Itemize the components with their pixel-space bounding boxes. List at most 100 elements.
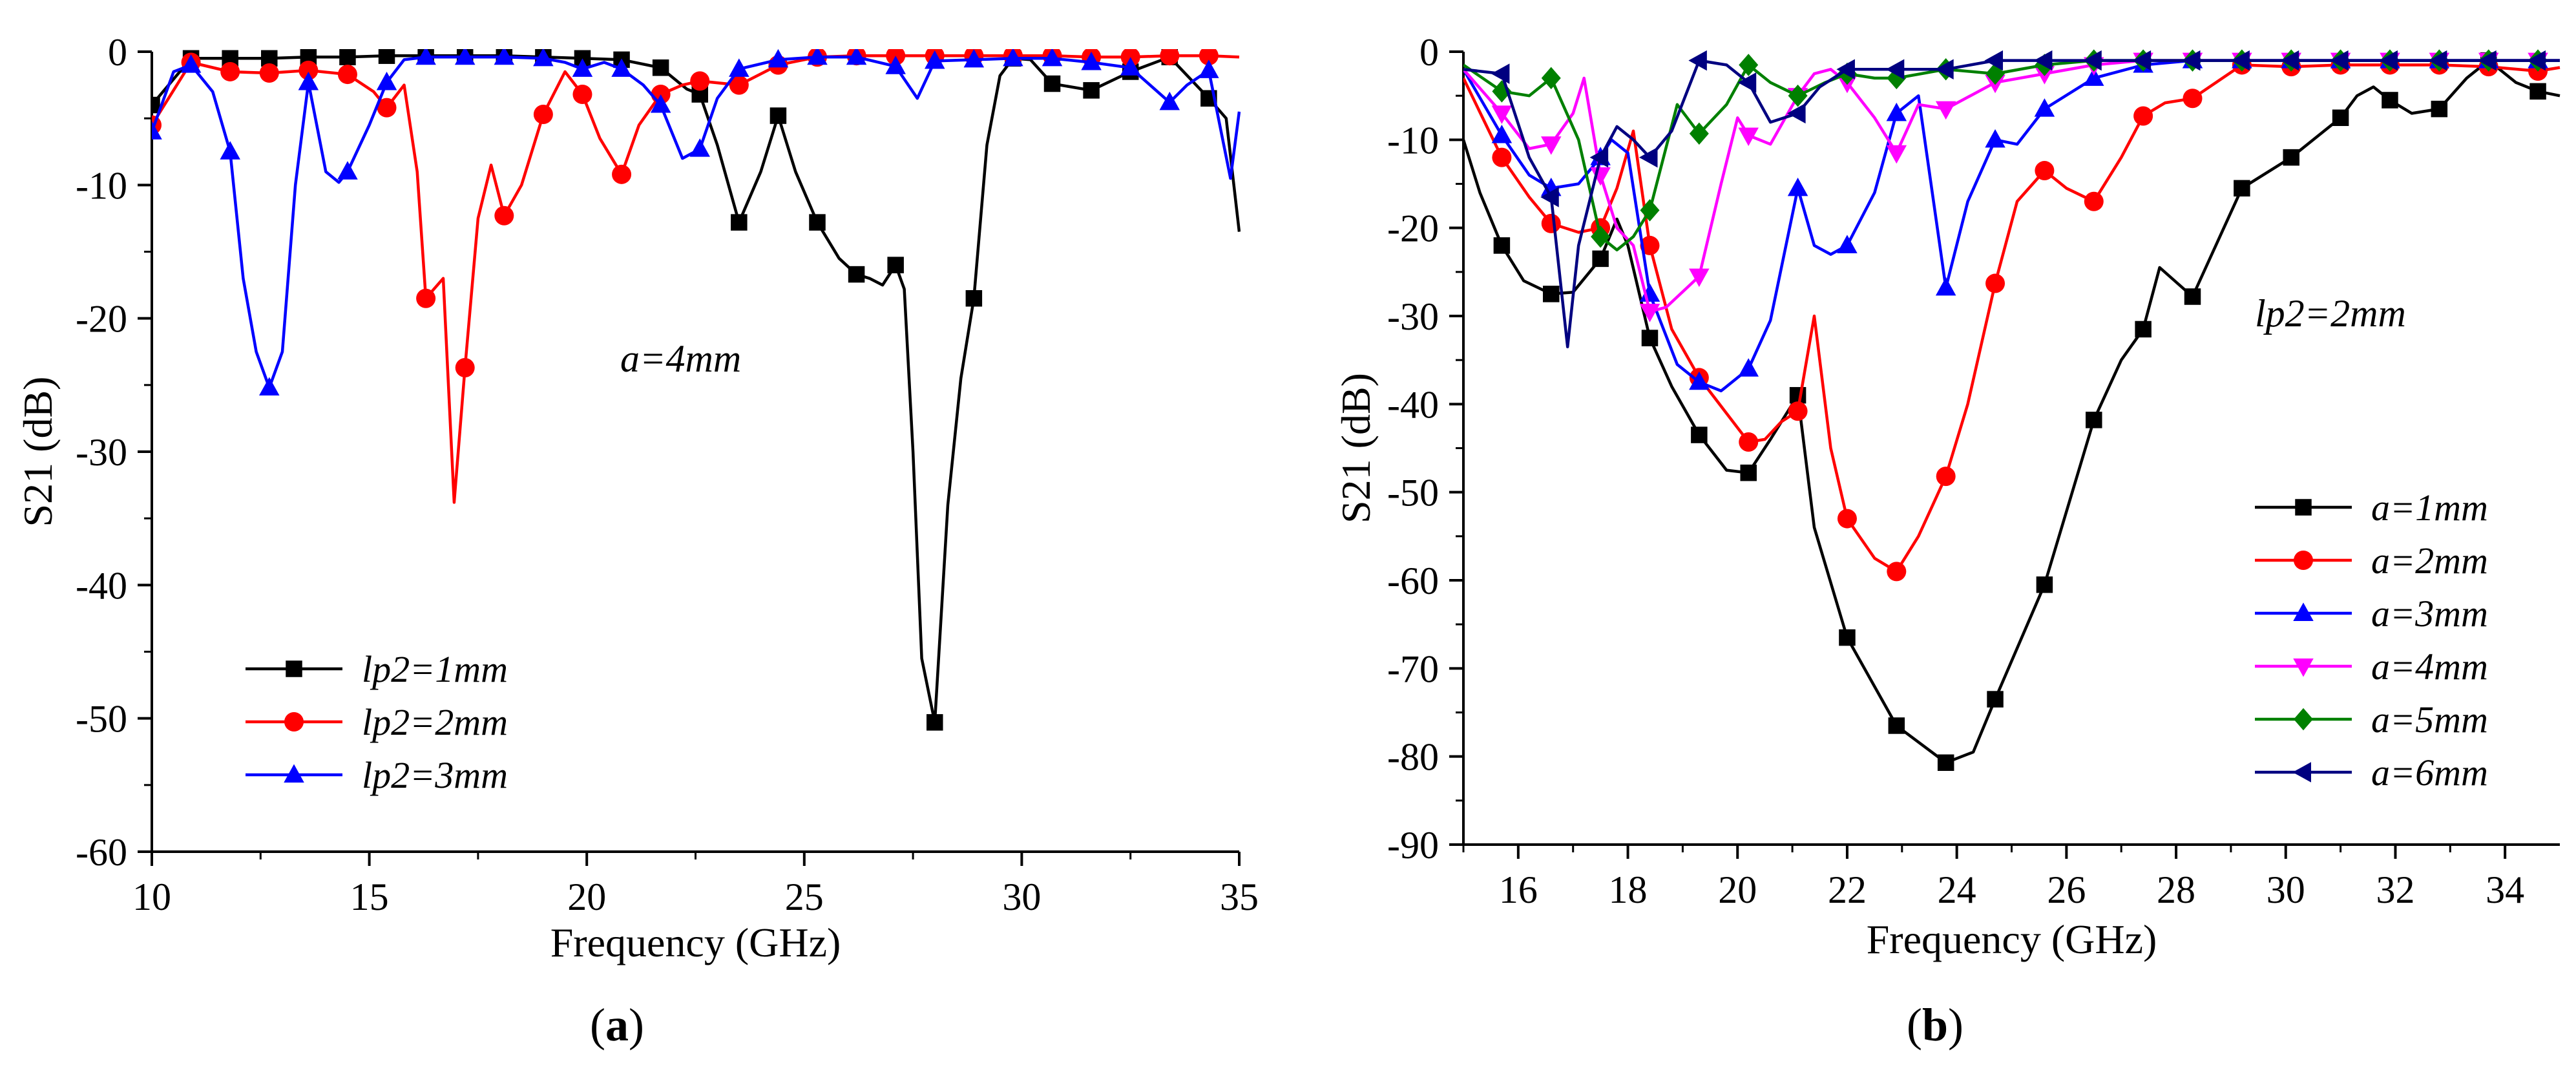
legend: a=1mm a=2mm a=3mm a=4mm a=5mm a=6mm (2255, 487, 2488, 794)
series-line (1463, 59, 2560, 348)
data-point (378, 49, 395, 64)
x-tick-label: 10 (132, 876, 171, 918)
data-point (1936, 467, 1956, 487)
data-point (416, 288, 436, 308)
legend-item: lp2=2mm (246, 701, 508, 743)
data-point (152, 96, 160, 114)
y-axis-label: S21 (dB) (15, 377, 61, 527)
data-point (611, 58, 632, 77)
data-point (2280, 50, 2299, 71)
plot-area (152, 49, 1241, 731)
data-point (1739, 54, 1759, 76)
data-point (1738, 127, 1759, 147)
data-point (259, 377, 280, 395)
data-point (1640, 235, 1660, 255)
data-point (533, 49, 554, 67)
data-point (1739, 432, 1759, 452)
x-tick-label: 30 (1002, 876, 1041, 918)
data-point (1837, 235, 1858, 253)
series-a=1mm (1463, 52, 2560, 771)
data-point (887, 257, 904, 273)
data-point (298, 60, 319, 80)
legend-label: lp2=1mm (362, 648, 508, 690)
data-point (1886, 102, 1907, 121)
y-axis-label: S21 (dB) (1333, 373, 1379, 523)
y-tick-label: -80 (1387, 736, 1439, 779)
x-tick-label: 25 (785, 876, 824, 918)
legend-marker (2293, 658, 2314, 677)
data-point (731, 214, 748, 231)
data-point (2033, 50, 2053, 71)
data-point (376, 71, 397, 90)
data-point (1639, 147, 1658, 168)
data-point (689, 138, 710, 157)
data-point (377, 98, 397, 118)
data-point (2527, 50, 2546, 71)
data-point (1935, 101, 1956, 120)
legend-marker (284, 764, 304, 783)
y-tick-label: -50 (1387, 472, 1439, 514)
series-lp2=1mm (152, 49, 1241, 731)
data-point (1120, 57, 1141, 76)
panel-label: (b) (1907, 999, 1963, 1051)
y-tick-label: 0 (108, 31, 127, 74)
data-point (2330, 50, 2349, 71)
data-point (1003, 49, 1023, 67)
data-point (612, 164, 632, 184)
legend-marker (2294, 551, 2313, 570)
data-point (1689, 371, 1710, 390)
data-point (2083, 50, 2102, 71)
legend-item: a=3mm (2255, 593, 2488, 635)
data-point (768, 49, 789, 68)
data-point (1199, 49, 1219, 66)
x-tick-label: 28 (2157, 869, 2195, 911)
data-point (1541, 67, 1561, 90)
data-point (927, 714, 943, 731)
legend-label: a=6mm (2371, 752, 2488, 794)
data-point (2133, 106, 2153, 126)
data-point (1491, 105, 1513, 124)
y-tick-label: -60 (1387, 560, 1439, 602)
data-point (2086, 412, 2102, 428)
legend-marker (286, 660, 302, 677)
y-tick-label: -10 (76, 164, 127, 207)
data-point (848, 266, 865, 283)
data-point (1985, 273, 2005, 293)
data-point (1541, 213, 1561, 233)
data-point (1788, 401, 1808, 421)
data-point (1491, 63, 1510, 84)
data-point (1788, 84, 1808, 107)
data-point (2332, 109, 2349, 126)
x-tick-label: 30 (2267, 869, 2305, 911)
plot-area (1463, 49, 2560, 771)
data-point (2132, 50, 2152, 71)
legend-item: a=6mm (2255, 752, 2488, 794)
data-point (1888, 717, 1905, 734)
panel-label: (a) (590, 999, 644, 1051)
data-point (1543, 286, 1560, 302)
data-point (572, 58, 593, 77)
chart-annotation: lp2=2mm (2255, 292, 2406, 335)
x-axis-label: Frequency (GHz) (1867, 916, 2157, 962)
legend-item: a=5mm (2255, 699, 2488, 741)
data-point (337, 65, 357, 85)
data-point (1837, 509, 1857, 529)
series-lp2=3mm (152, 49, 1241, 395)
series-line (1463, 63, 2560, 573)
x-tick-label: 22 (1828, 869, 1867, 911)
data-point (1589, 147, 1609, 168)
data-point (1640, 199, 1660, 222)
data-point (337, 161, 358, 180)
legend-label: lp2=3mm (362, 754, 508, 796)
data-point (1688, 50, 1707, 71)
x-tick-label: 20 (567, 876, 606, 918)
data-point (494, 205, 514, 226)
data-point (1789, 386, 1806, 404)
data-point (1160, 49, 1180, 66)
data-point (1492, 147, 1512, 167)
data-point (1491, 125, 1513, 143)
series-a=6mm (1463, 50, 2560, 348)
data-point (2034, 98, 2055, 117)
data-point (885, 56, 906, 74)
legend-item: a=4mm (2255, 646, 2488, 688)
